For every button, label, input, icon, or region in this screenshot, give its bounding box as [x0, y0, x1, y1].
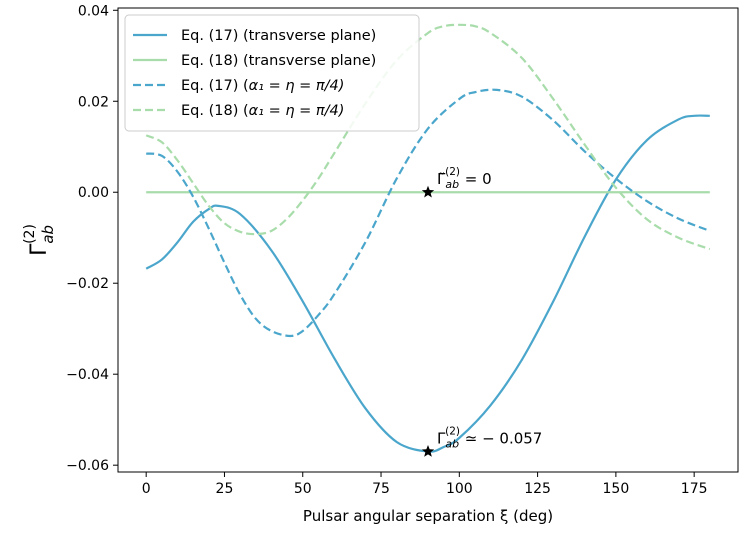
star-marker	[421, 185, 435, 198]
x-tick-label: 75	[372, 481, 390, 497]
y-tick-label: −0.06	[66, 458, 109, 474]
series-line-eq-17-1-4	[146, 88, 711, 338]
legend-label: Eq. (17) (transverse plane)	[181, 28, 376, 44]
y-axis-label: Γab(2)	[22, 224, 57, 256]
annotations: Γ̃ab(2) = 0 Γab(2) ≃ − 0.057	[437, 166, 542, 450]
y-tick-label: 0.00	[78, 185, 109, 201]
x-tick-label: 175	[681, 481, 708, 497]
legend-label: Eq. (17) (α₁ = η = π/4)	[181, 78, 344, 94]
legend-label: Eq. (18) (α₁ = η = π/4)	[181, 103, 344, 119]
markers	[421, 185, 435, 457]
y-axis: −0.06 −0.04 −0.02 0.00 0.02 0.04	[66, 3, 118, 474]
y-axis-label-sup: (2)	[22, 224, 38, 244]
plot-frame	[117, 7, 739, 473]
svg-text:Γab(2): Γab(2)	[22, 224, 57, 256]
annotation-label: Γ̃ab(2) = 0	[437, 166, 492, 191]
annotation-label: Γab(2) ≃ − 0.057	[437, 426, 542, 451]
legend: Eq. (17) (transverse plane) Eq. (18) (tra…	[124, 14, 420, 132]
x-tick-label: 150	[603, 481, 630, 497]
y-axis-label-sub: ab	[39, 225, 57, 244]
x-axis: 0 25 50 75 100 125 150 175	[142, 472, 708, 497]
y-tick-label: −0.02	[66, 276, 109, 292]
y-tick-label: 0.04	[78, 3, 109, 19]
x-tick-label: 25	[216, 481, 234, 497]
y-axis-label-symbol: Γ	[27, 243, 52, 256]
x-tick-label: 100	[446, 481, 473, 497]
x-tick-label: 50	[294, 481, 312, 497]
series-line-eq-17-transverse-plane	[145, 114, 710, 453]
legend-box	[124, 14, 420, 132]
x-axis-label: Pulsar angular separation ξ (deg)	[303, 507, 553, 525]
y-tick-label: 0.02	[78, 94, 109, 110]
x-tick-label: 0	[142, 481, 151, 497]
legend-label: Eq. (18) (transverse plane)	[181, 53, 376, 69]
x-tick-label: 125	[524, 481, 551, 497]
star-marker	[421, 445, 435, 457]
y-tick-label: −0.04	[66, 367, 109, 383]
